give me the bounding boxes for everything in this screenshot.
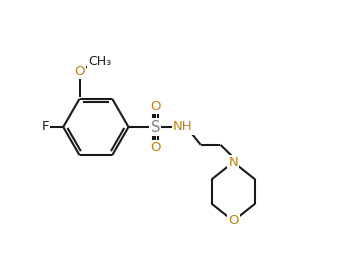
Text: F: F [42,120,49,134]
Text: O: O [74,65,85,77]
Text: O: O [150,100,161,113]
Text: O: O [228,214,239,228]
Text: NH: NH [173,120,193,134]
Text: N: N [229,156,238,169]
Text: S: S [150,119,160,135]
Text: CH₃: CH₃ [88,55,111,68]
Text: O: O [150,141,161,154]
